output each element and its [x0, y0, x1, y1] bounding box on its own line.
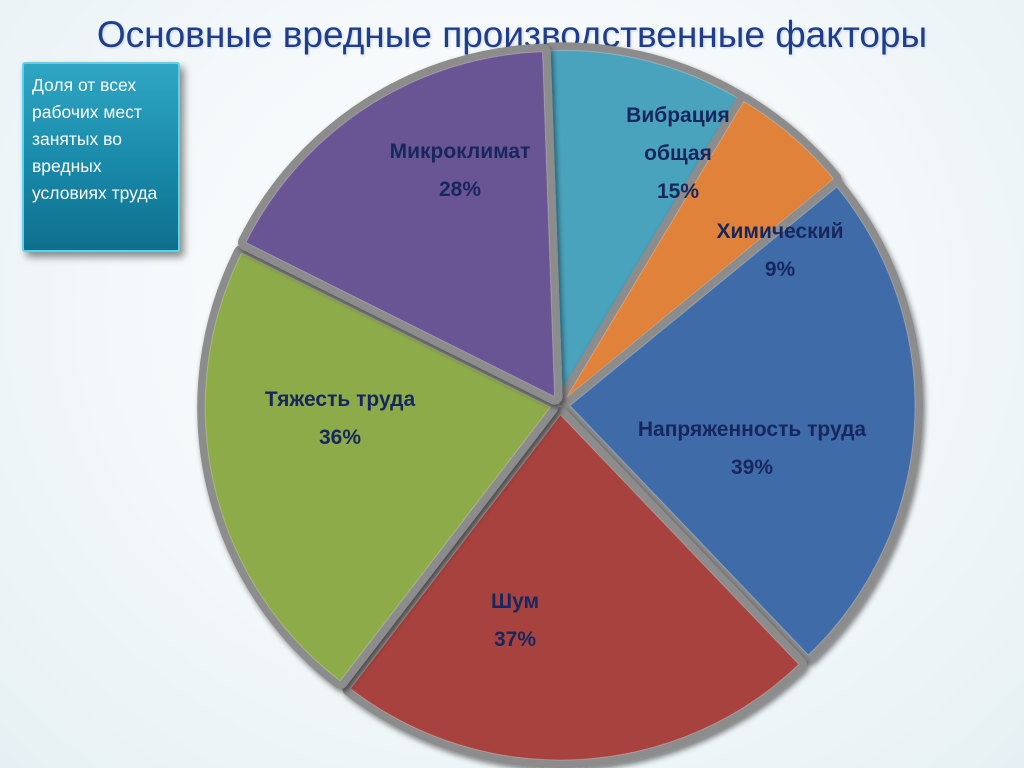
pie-slice — [566, 100, 835, 398]
slice-value-label: 36% — [319, 426, 361, 449]
slice-value-label: 39% — [731, 456, 773, 479]
note-box: Доля от всех рабочих мест занятых во вре… — [22, 62, 180, 252]
slice-value-label: 28% — [439, 178, 481, 201]
slice-value-label: 9% — [765, 258, 796, 281]
slice-category-label: Химический — [717, 220, 844, 243]
slice-value-label: 37% — [494, 628, 536, 651]
slice-value-label: 15% — [657, 180, 699, 203]
slice-category-label: Микроклимат — [390, 140, 531, 163]
slice-category-label: общая — [644, 142, 712, 165]
pie-slice — [349, 414, 800, 761]
slice-category-label: Вибрация — [626, 104, 730, 127]
slice-category-label: Шум — [491, 590, 539, 613]
slice-category-label: Напряженность труда — [638, 418, 867, 441]
pie-slice — [549, 49, 741, 398]
slice-category-label: Тяжесть труда — [265, 388, 416, 411]
pie-slice — [245, 51, 556, 398]
pie-slice — [204, 252, 552, 682]
pie-slice — [569, 186, 916, 656]
